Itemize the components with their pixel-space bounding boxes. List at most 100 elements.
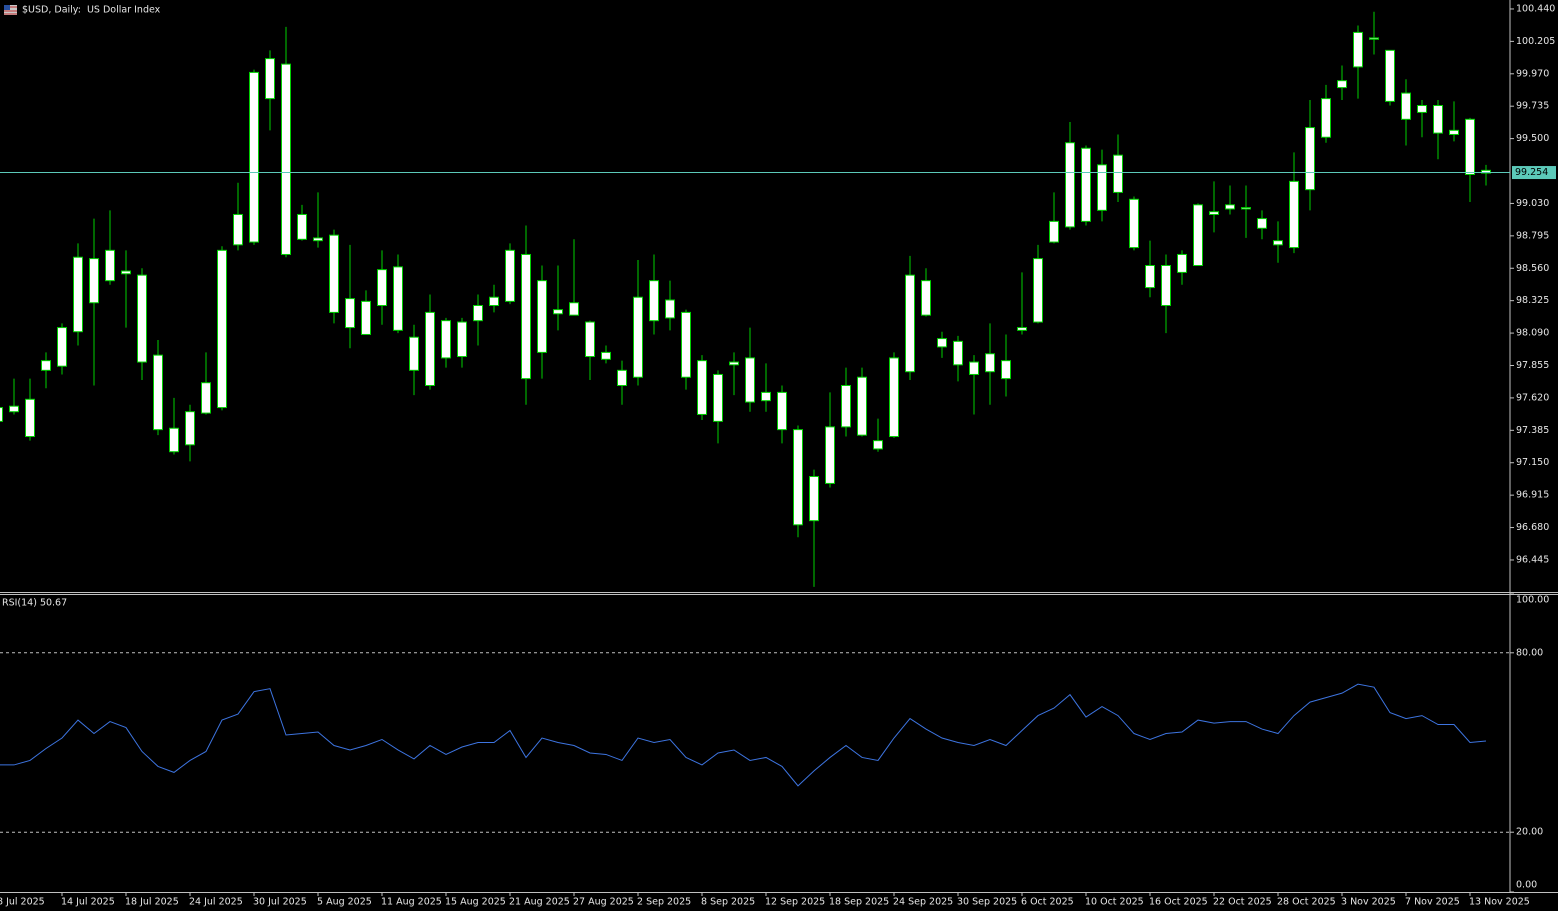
candle-body xyxy=(921,280,931,316)
candle-body xyxy=(1321,98,1331,138)
x-tick-label: 30 Jul 2025 xyxy=(253,897,307,908)
candle-body xyxy=(553,309,563,315)
candle-body xyxy=(105,249,115,282)
candle-body xyxy=(681,311,691,378)
candle-body xyxy=(1465,118,1475,175)
x-tick-label: 21 Aug 2025 xyxy=(509,897,570,908)
x-tick-label: 10 Oct 2025 xyxy=(1085,897,1144,908)
x-tick-label: 6 Oct 2025 xyxy=(1021,897,1074,908)
candle-body xyxy=(665,299,675,319)
y-tick-label: 0.00 xyxy=(1516,880,1537,891)
last-price-box xyxy=(1512,166,1556,180)
candle-body xyxy=(905,274,915,373)
candle-body xyxy=(1177,253,1187,273)
candle-body xyxy=(409,336,419,371)
candle-body xyxy=(169,427,179,453)
candle-body xyxy=(441,320,451,359)
candle-body xyxy=(1481,169,1491,174)
y-tick-label: 97.855 xyxy=(1516,360,1549,371)
candle-body xyxy=(937,338,947,348)
candle-body xyxy=(1273,240,1283,246)
candle-body xyxy=(761,391,771,402)
candle-body xyxy=(57,327,67,367)
candle-body xyxy=(729,361,739,366)
x-tick-label: 24 Jul 2025 xyxy=(189,897,243,908)
candle-body xyxy=(601,351,611,360)
candle-body xyxy=(1113,154,1123,193)
x-tick-label: 18 Jul 2025 xyxy=(125,897,179,908)
candle-body xyxy=(0,407,3,422)
candle-body xyxy=(9,405,19,413)
candle-body xyxy=(569,302,579,316)
candle-body xyxy=(1417,105,1427,113)
candle-body xyxy=(265,58,275,100)
y-tick-label: 99.500 xyxy=(1516,133,1549,144)
candle-body xyxy=(649,280,659,322)
y-tick-label: 97.150 xyxy=(1516,457,1549,468)
candle-body xyxy=(1145,265,1155,289)
candle-body xyxy=(793,429,803,526)
indicator-title: RSI(14) 50.67 xyxy=(2,598,67,609)
candle-body xyxy=(521,253,531,380)
candle-body xyxy=(1241,207,1251,210)
x-tick-label: 18 Sep 2025 xyxy=(829,897,889,908)
candle-body xyxy=(153,354,163,431)
candle-body xyxy=(1289,180,1299,249)
x-tick-label: 3 Nov 2025 xyxy=(1341,897,1396,908)
candle-body xyxy=(969,361,979,375)
x-tick-label: 8 Jul 2025 xyxy=(0,897,45,908)
x-tick-label: 5 Aug 2025 xyxy=(317,897,372,908)
candle-body xyxy=(841,384,851,428)
y-tick-label: 98.090 xyxy=(1516,328,1549,339)
candle-body xyxy=(697,360,707,415)
candle-body xyxy=(89,258,99,304)
candle-body xyxy=(25,398,35,438)
x-tick-label: 27 Aug 2025 xyxy=(573,897,634,908)
y-tick-label: 99.030 xyxy=(1516,198,1549,209)
candle-body xyxy=(633,296,643,378)
rsi-line xyxy=(0,683,1487,787)
candle-body xyxy=(1081,147,1091,222)
y-tick-label: 98.795 xyxy=(1516,230,1549,241)
candle-body xyxy=(329,234,339,313)
candle-body xyxy=(1097,164,1107,211)
x-tick-label: 15 Aug 2025 xyxy=(445,897,506,908)
candle-body xyxy=(393,266,403,331)
candle-body xyxy=(505,249,515,302)
candle-body xyxy=(617,369,627,386)
candle-body xyxy=(1401,92,1411,120)
candle-body xyxy=(377,269,387,306)
candle-body xyxy=(1033,258,1043,323)
x-tick-label: 24 Sep 2025 xyxy=(893,897,953,908)
y-tick-label: 100.440 xyxy=(1516,3,1555,14)
candle-body xyxy=(585,321,595,358)
candle-body xyxy=(1129,198,1139,249)
candle-body xyxy=(713,373,723,422)
candle-body xyxy=(281,63,291,255)
candle-body xyxy=(1433,105,1443,134)
y-tick-label: 97.620 xyxy=(1516,392,1549,403)
y-tick-label: 96.915 xyxy=(1516,490,1549,501)
candle-body xyxy=(1305,127,1315,191)
y-tick-label: 97.385 xyxy=(1516,425,1549,436)
y-tick-label: 98.325 xyxy=(1516,295,1549,306)
last-price-label: 99.254 xyxy=(1515,167,1548,178)
candle-body xyxy=(1017,327,1027,331)
y-tick-label: 100.205 xyxy=(1516,36,1555,47)
x-tick-label: 2 Sep 2025 xyxy=(637,897,691,908)
x-tick-label: 22 Oct 2025 xyxy=(1213,897,1272,908)
candle-body xyxy=(825,426,835,484)
x-tick-label: 13 Nov 2025 xyxy=(1469,897,1530,908)
y-tick-label: 20.00 xyxy=(1516,827,1543,838)
candle-body xyxy=(1065,142,1075,228)
candle-body xyxy=(457,321,467,358)
candle-body xyxy=(745,357,755,403)
x-tick-label: 14 Jul 2025 xyxy=(61,897,115,908)
candle-body xyxy=(473,304,483,322)
x-tick-label: 30 Sep 2025 xyxy=(957,897,1017,908)
candle-body xyxy=(777,391,787,431)
y-tick-label: 100.00 xyxy=(1516,595,1549,606)
x-tick-label: 8 Sep 2025 xyxy=(701,897,755,908)
candle-body xyxy=(857,376,867,436)
